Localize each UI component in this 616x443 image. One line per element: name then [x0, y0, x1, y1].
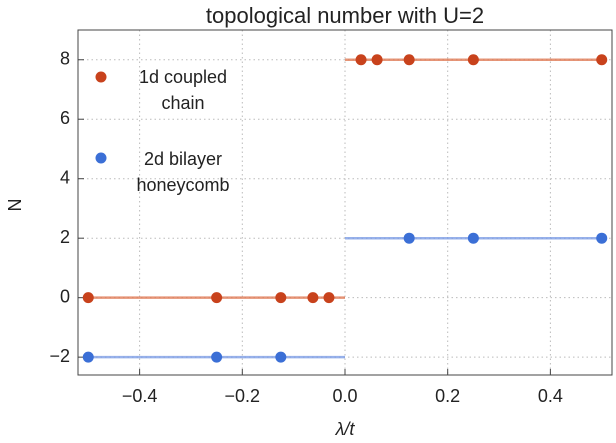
x-tick-label: −0.4	[122, 386, 158, 406]
y-tick-label: −2	[49, 346, 70, 366]
legend-label: 1d coupled chain	[138, 67, 228, 113]
x-tick-label: 0.4	[538, 386, 563, 406]
point	[596, 54, 608, 66]
point	[467, 232, 479, 244]
y-tick-label: 4	[60, 167, 70, 187]
point	[371, 54, 383, 66]
point	[323, 292, 335, 304]
x-tick-label: −0.2	[225, 386, 261, 406]
point	[82, 292, 94, 304]
point	[211, 351, 223, 363]
point	[307, 292, 319, 304]
point	[355, 54, 367, 66]
x-tick-label: 0.2	[435, 386, 460, 406]
y-tick-label: 6	[60, 108, 70, 128]
y-tick-label: 2	[60, 227, 70, 247]
point	[467, 54, 479, 66]
point	[596, 232, 608, 244]
point	[82, 351, 94, 363]
legend-marker	[95, 152, 107, 164]
point	[275, 351, 287, 363]
point	[211, 292, 223, 304]
legend-marker	[95, 71, 107, 83]
chart-title: topological number with U=2	[206, 3, 484, 28]
point	[403, 232, 415, 244]
x-axis-label: λ/t	[335, 419, 356, 439]
point	[403, 54, 415, 66]
y-tick-label: 0	[60, 286, 70, 306]
plot-frame	[77, 29, 613, 376]
y-axis-label: N	[5, 199, 25, 212]
y-tick-label: 8	[60, 48, 70, 68]
legend-label: 2d bilayer honeycomb	[136, 149, 230, 195]
x-tick-label: 0.0	[332, 386, 357, 406]
point	[275, 292, 287, 304]
